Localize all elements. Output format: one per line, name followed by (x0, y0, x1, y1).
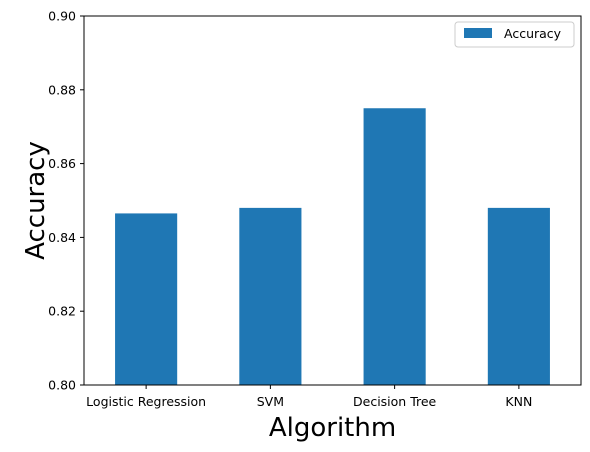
y-axis-ticks: 0.80 0.82 0.84 0.86 0.88 0.90 (48, 9, 84, 393)
bar-knn (487, 207, 550, 385)
y-tick-label: 0.88 (48, 82, 76, 97)
y-tick-label: 0.82 (48, 304, 76, 319)
y-tick-label: 0.84 (48, 230, 76, 245)
bar-svm (239, 207, 302, 385)
bars-group (115, 108, 550, 385)
legend-swatch (464, 28, 492, 38)
legend: Accuracy (454, 21, 575, 48)
y-tick-label: 0.90 (48, 9, 76, 24)
y-tick-label: 0.80 (48, 378, 76, 393)
x-tick-label: SVM (257, 394, 284, 409)
bar-decision-tree (363, 108, 426, 385)
legend-label: Accuracy (504, 26, 562, 41)
bar-logistic-regression (115, 213, 178, 385)
x-tick-label: Logistic Regression (86, 394, 206, 409)
y-tick-label: 0.86 (48, 156, 76, 171)
y-axis-title: Accuracy (21, 141, 51, 260)
x-tick-label: Decision Tree (353, 394, 437, 409)
plot-frame (83, 15, 582, 386)
x-axis-ticks: Logistic Regression SVM Decision Tree KNN (86, 385, 532, 409)
x-axis-title: Algorithm (269, 413, 396, 443)
x-tick-label: KNN (505, 394, 532, 409)
